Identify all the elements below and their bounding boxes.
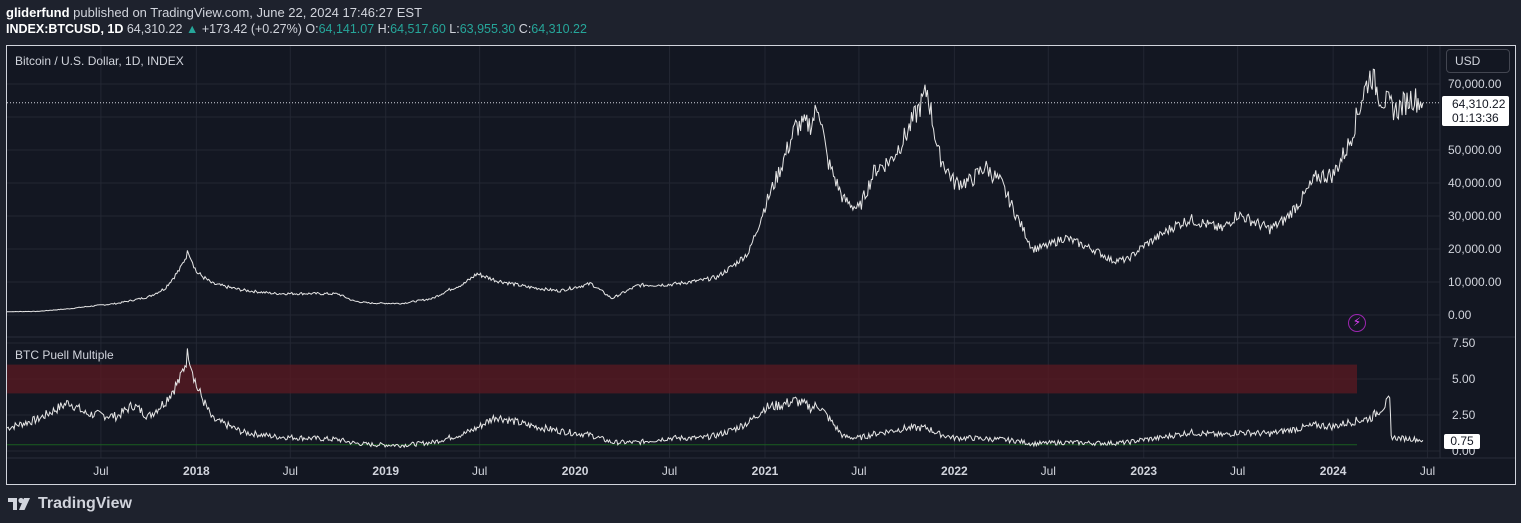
time-axis-tick: 2024 — [1320, 464, 1347, 478]
indicator-axis-tick: 7.50 — [1452, 336, 1476, 350]
price-axis-tick: 30,000.00 — [1448, 209, 1502, 223]
open-value: 64,141.07 — [318, 22, 375, 36]
price-tag-value: 64,310.22 — [1452, 97, 1506, 111]
time-axis-tick: Jul — [472, 464, 487, 478]
currency-button[interactable]: USD — [1446, 49, 1510, 73]
close-label: C: — [518, 22, 532, 36]
price-axis-tick: 70,000.00 — [1448, 77, 1502, 91]
main-chart-title: Bitcoin / U.S. Dollar, 1D, INDEX — [15, 54, 184, 68]
time-axis-tick: 2022 — [941, 464, 968, 478]
time-axis-tick: Jul — [851, 464, 866, 478]
last-price-tag: 64,310.22 01:13:36 — [1442, 96, 1509, 126]
brand-name: TradingView — [38, 495, 132, 512]
price-axis-tick: 50,000.00 — [1448, 143, 1502, 157]
author-name[interactable]: gliderfund — [6, 5, 70, 20]
ohlc-line: INDEX:BTCUSD, 1D 64,310.22 ▲ +173.42 (+0… — [6, 22, 587, 36]
last-price: 64,310.22 — [126, 22, 183, 36]
change-up-icon: ▲ — [185, 22, 199, 36]
indicator-title: BTC Puell Multiple — [15, 348, 114, 362]
tradingview-logo-icon — [8, 497, 30, 510]
time-axis-tick: Jul — [1230, 464, 1245, 478]
time-axis-tick: Jul — [662, 464, 677, 478]
puell-value-tag: 0.75 — [1444, 434, 1480, 449]
time-axis-tick: 2019 — [372, 464, 399, 478]
time-axis-tick: Jul — [283, 464, 298, 478]
time-axis-tick: 2020 — [562, 464, 589, 478]
price-axis-tick: 20,000.00 — [1448, 242, 1502, 256]
time-axis-tick: 2023 — [1130, 464, 1157, 478]
time-axis-tick: Jul — [1041, 464, 1056, 478]
indicator-axis-tick: 2.50 — [1452, 408, 1476, 422]
high-value: 64,517.60 — [390, 22, 446, 36]
low-label: L: — [449, 22, 460, 36]
low-value: 63,955.30 — [459, 22, 516, 36]
indicator-axis-tick: 5.00 — [1452, 372, 1476, 386]
lightning-icon[interactable]: ⚡ — [1348, 314, 1366, 332]
time-axis-tick: 2018 — [183, 464, 210, 478]
price-axis-tick: 0.00 — [1448, 308, 1472, 322]
price-axis-tick: 40,000.00 — [1448, 176, 1502, 190]
price-tag-countdown: 01:13:36 — [1452, 111, 1499, 125]
time-axis-tick: Jul — [93, 464, 108, 478]
price-change: +173.42 (+0.27%) — [201, 22, 302, 36]
open-label: O: — [305, 22, 319, 36]
publish-info: gliderfund published on TradingView.com,… — [6, 5, 422, 20]
puell-multiple-series — [6, 348, 1424, 449]
published-text: published on TradingView.com, June 22, 2… — [73, 5, 423, 20]
time-axis-tick: Jul — [1420, 464, 1435, 478]
btc-price-series — [7, 68, 1424, 313]
footer-brand[interactable]: TradingView — [8, 495, 132, 513]
overheated-band — [7, 364, 1357, 394]
time-axis-tick: 2021 — [752, 464, 779, 478]
symbol-label: INDEX:BTCUSD, 1D — [6, 22, 124, 36]
high-label: H: — [377, 22, 391, 36]
price-axis-tick: 10,000.00 — [1448, 275, 1502, 289]
close-value: 64,310.22 — [531, 22, 587, 36]
